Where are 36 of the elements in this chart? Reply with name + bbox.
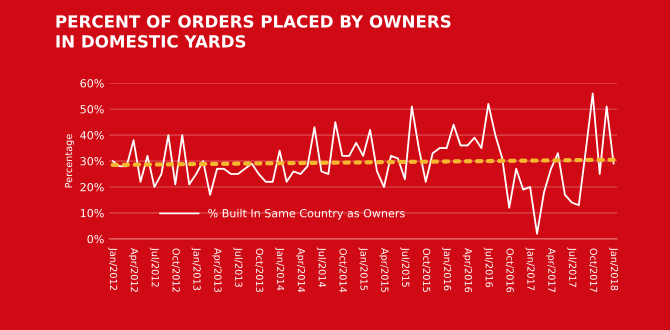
x-tick-label: Apr/2012 — [128, 248, 138, 292]
line-series — [112, 92, 614, 235]
y-tick-label: 40% — [80, 131, 104, 140]
y-tick-label: 20% — [80, 182, 104, 192]
x-tick-label: Jul/2016 — [484, 247, 494, 288]
x-tick-label: Jul/2015 — [400, 247, 410, 287]
x-tick-label: Oct/2013 — [255, 248, 264, 292]
x-tick-label: Oct/2015 — [422, 248, 430, 292]
x-tick-label: Jul/2013 — [233, 247, 243, 287]
x-tick-label: Oct/2016 — [506, 248, 514, 292]
x-tick-label: Apr/2013 — [212, 248, 222, 292]
x-tick-label: Jul/2017 — [567, 247, 577, 287]
chart-title: PERCENT OF ORDERS PLACED BY OWNERS IN DOMESTIC YARDS — [56, 15, 450, 48]
x-tick-label: Jul/2014 — [316, 247, 326, 288]
x-tick-label: Jan/2018 — [608, 247, 618, 290]
y-tick-label: 60% — [80, 79, 104, 88]
y-tick-label: 30% — [80, 157, 104, 166]
x-tick-label: Apr/2015 — [379, 248, 389, 292]
y-tick-label: 50% — [80, 105, 104, 114]
x-tick-label: Apr/2016 — [462, 248, 472, 292]
x-tick-label: Apr/2017 — [546, 248, 556, 292]
x-tick-label: Jan/2012 — [108, 247, 118, 290]
x-tick-label: Oct/2014 — [338, 248, 347, 292]
y-tick-label: 10% — [80, 208, 104, 218]
x-tick-label: Oct/2017 — [589, 248, 598, 292]
x-tick-label: Oct/2012 — [172, 248, 180, 292]
x-tick-label: Jan/2013 — [192, 247, 201, 290]
x-tick-label: Jul/2012 — [150, 247, 160, 287]
x-tick-label: Apr/2014 — [296, 248, 306, 292]
y-axis-title: Percentage — [64, 134, 74, 188]
x-tick-label: Jan/2016 — [442, 247, 452, 290]
legend-label: % Built In Same Country as Owners — [208, 208, 405, 220]
x-tick-label: Jan/2015 — [358, 247, 368, 290]
y-tick-label: 0% — [87, 234, 104, 244]
x-tick-label: Jan/2017 — [525, 247, 535, 290]
x-tick-label: Jan/2014 — [275, 247, 284, 290]
